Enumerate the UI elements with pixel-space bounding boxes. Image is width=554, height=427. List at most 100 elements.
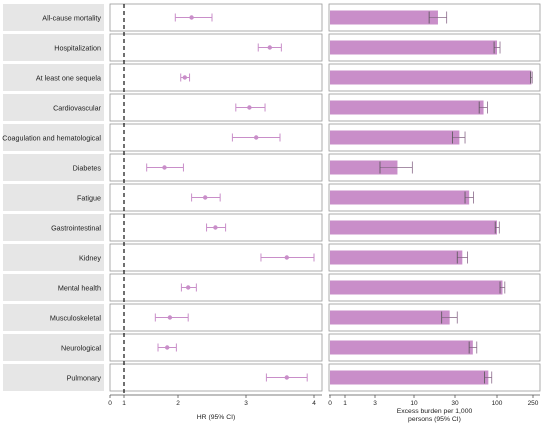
category-label-text: Hospitalization — [54, 44, 101, 53]
bar-row-box — [328, 273, 541, 302]
bar-row-box — [328, 333, 541, 362]
bar-row-box — [328, 213, 541, 242]
bar-tick-label: 250 — [528, 400, 539, 407]
category-label-text: Coagulation and hematological — [2, 134, 101, 143]
label-background — [3, 244, 104, 271]
forest-row-box — [109, 123, 323, 152]
category-label-text: All-cause mortality — [42, 14, 101, 23]
label-background — [3, 4, 104, 31]
bar — [330, 280, 503, 295]
hr-forest-plot: 0 1 2 3 4 HR (95% CI) — [108, 3, 323, 421]
hr-point — [167, 315, 173, 320]
forest-row-box — [109, 153, 323, 182]
forest-row-box — [109, 333, 323, 362]
category-label-text: Musculoskeletal — [50, 314, 102, 323]
bar-row-box — [328, 63, 541, 92]
hr-point — [182, 75, 187, 80]
hr-point — [284, 375, 289, 380]
hr-point — [254, 135, 259, 140]
bar — [330, 310, 450, 325]
bar-row-box — [328, 303, 541, 332]
bar — [330, 220, 497, 235]
forest-row-box — [109, 363, 323, 392]
bar-tick-label: 30 — [451, 400, 459, 407]
label-background — [3, 94, 104, 121]
forest-tick-label: 3 — [244, 400, 248, 407]
category-label-text: At least one sequela — [36, 74, 101, 83]
bar-x-label-line: Excess burden per 1,000 — [397, 408, 473, 415]
bar-row-box — [328, 153, 541, 182]
forest-row-box — [109, 243, 323, 272]
category-label: At least one sequela — [3, 64, 104, 91]
forest-row-box — [109, 183, 323, 212]
label-background — [3, 334, 104, 361]
category-label: Mental health — [3, 274, 104, 301]
category-label: Coagulation and hematological — [2, 124, 104, 151]
label-background — [3, 304, 104, 331]
bar-row-box — [328, 93, 541, 122]
category-label: Kidney — [3, 244, 104, 271]
bar — [330, 160, 398, 175]
forest-tick-label: 1 — [122, 400, 126, 407]
hr-point — [213, 225, 218, 230]
forest-row-box — [109, 273, 323, 302]
bar — [330, 10, 438, 25]
hr-point — [186, 285, 191, 290]
forest-row-box — [109, 93, 323, 122]
category-label-text: Gastrointestinal — [51, 224, 101, 233]
bar — [330, 250, 463, 265]
bar-tick-label: 100 — [492, 400, 503, 407]
hr-point — [284, 255, 289, 260]
label-background — [3, 184, 104, 211]
bar-tick-label: 1 — [343, 400, 347, 407]
category-label: Musculoskeletal — [3, 304, 104, 331]
category-label: Gastrointestinal — [3, 214, 104, 241]
category-label: Hospitalization — [3, 34, 104, 61]
category-label: Fatigue — [3, 184, 104, 211]
category-label-text: Pulmonary — [67, 374, 102, 383]
bar-x-label-line: persons (95% CI) — [408, 416, 461, 423]
bar — [330, 370, 489, 385]
category-label: Pulmonary — [3, 364, 104, 391]
forest-tick-label: 2 — [176, 400, 180, 407]
category-labels: All-cause mortality Hospitalization At lea… — [2, 4, 104, 391]
bar-tick-label: 3 — [373, 400, 377, 407]
bar-row-box — [328, 33, 541, 62]
category-label-text: Mental health — [58, 284, 101, 293]
forest-x-label: HR (95% CI) — [197, 414, 236, 421]
label-background — [3, 364, 104, 391]
hr-point — [267, 45, 272, 50]
forest-row-box — [109, 3, 323, 32]
label-background — [3, 154, 104, 181]
bar-tick-label: 0 — [328, 400, 332, 407]
forest-tick-label: 4 — [312, 400, 316, 407]
category-label: Cardiovascular — [3, 94, 104, 121]
bar — [330, 40, 497, 55]
bar — [330, 190, 470, 205]
bar-row-box — [328, 123, 541, 152]
category-label-text: Diabetes — [73, 164, 102, 173]
bar-tick-label: 10 — [410, 400, 418, 407]
category-label-text: Kidney — [79, 254, 101, 263]
bar-row-box — [328, 3, 541, 32]
bar-x-label: Excess burden per 1,000 persons (95% CI) — [397, 408, 473, 423]
bar — [330, 70, 532, 85]
forest-tick-label: 0 — [108, 400, 112, 407]
bar-row-box — [328, 363, 541, 392]
bar-row-box — [328, 243, 541, 272]
hr-point — [247, 105, 252, 110]
category-label: Neurological — [3, 334, 104, 361]
label-background — [3, 214, 104, 241]
label-background — [3, 124, 104, 151]
forest-row-box — [109, 213, 323, 242]
hr-point — [203, 195, 208, 200]
forest-row-box — [109, 33, 323, 62]
category-label: Diabetes — [3, 154, 104, 181]
category-label-text: Cardiovascular — [53, 104, 102, 113]
hr-point — [162, 165, 167, 170]
label-background — [3, 64, 104, 91]
label-background — [3, 274, 104, 301]
forest-row-box — [109, 303, 323, 332]
category-label-text: Neurological — [61, 344, 101, 353]
